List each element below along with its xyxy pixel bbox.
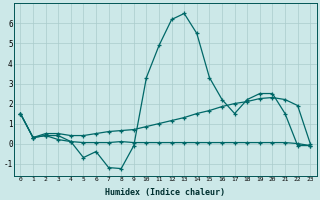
X-axis label: Humidex (Indice chaleur): Humidex (Indice chaleur): [105, 188, 225, 197]
